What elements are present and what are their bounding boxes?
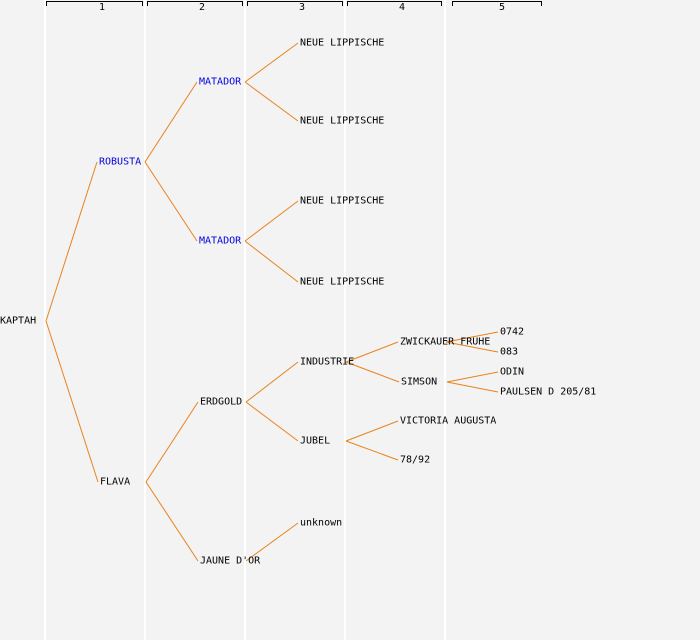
pedigree-edge <box>345 420 399 442</box>
pedigree-edge <box>446 381 499 393</box>
tree-node-jubel[interactable]: JUBEL <box>300 435 331 447</box>
generation-bracket <box>147 1 243 6</box>
generation-bracket <box>46 1 143 6</box>
pedigree-edge <box>244 200 299 242</box>
tree-node-simson[interactable]: SIMSON <box>401 376 438 388</box>
column-separator <box>344 0 346 640</box>
pedigree-edge <box>446 371 499 383</box>
tree-node-kaptah[interactable]: KAPTAH <box>0 315 37 327</box>
pedigree-edge <box>145 481 199 562</box>
pedigree-edge <box>244 42 299 83</box>
tree-node-nl1[interactable]: NEUE LIPPISCHE <box>300 37 385 49</box>
pedigree-edge <box>244 81 299 122</box>
tree-node-jaunedor[interactable]: JAUNE D'OR <box>200 555 261 567</box>
tree-node-v0742[interactable]: 0742 <box>500 326 525 338</box>
generation-bracket <box>247 1 343 6</box>
pedigree-edge <box>445 331 499 343</box>
pedigree-edge <box>144 81 198 163</box>
tree-node-unknown[interactable]: unknown <box>300 517 343 529</box>
pedigree-edge <box>445 341 499 353</box>
column-separator <box>444 0 446 640</box>
pedigree-edge <box>45 320 99 483</box>
tree-node-flava[interactable]: FLAVA <box>100 476 131 488</box>
column-separator <box>144 0 146 640</box>
tree-node-v083[interactable]: 083 <box>500 346 519 358</box>
generation-number: 5 <box>498 2 506 13</box>
tree-node-matador2[interactable]: MATADOR <box>199 235 242 247</box>
pedigree-edge <box>145 401 199 483</box>
tree-node-erdgold[interactable]: ERDGOLD <box>200 396 243 408</box>
generation-bracket <box>452 1 542 6</box>
tree-node-matador1[interactable]: MATADOR <box>199 76 242 88</box>
generation-number: 3 <box>298 2 306 13</box>
pedigree-edge <box>144 161 198 242</box>
pedigree-edge <box>345 341 399 363</box>
tree-node-v7892[interactable]: 78/92 <box>400 454 431 466</box>
tree-node-odin[interactable]: ODIN <box>500 366 525 378</box>
tree-node-zwickauer[interactable]: ZWICKAUER FRUHE <box>400 336 491 348</box>
tree-node-industrie[interactable]: INDUSTRIE <box>300 356 355 368</box>
pedigree-edge <box>244 240 299 283</box>
generation-number: 2 <box>198 2 206 13</box>
pedigree-edge <box>345 361 400 383</box>
generation-number: 4 <box>398 2 406 13</box>
pedigree-edge <box>345 440 399 461</box>
tree-node-nl3[interactable]: NEUE LIPPISCHE <box>300 195 385 207</box>
tree-node-robusta[interactable]: ROBUSTA <box>99 156 142 168</box>
column-separator <box>44 0 46 640</box>
column-separator <box>244 0 246 640</box>
pedigree-edge <box>245 522 299 562</box>
pedigree-edge <box>45 161 98 322</box>
tree-node-victoria[interactable]: VICTORIA AUGUSTA <box>400 415 497 427</box>
tree-node-nl2[interactable]: NEUE LIPPISCHE <box>300 115 385 127</box>
tree-node-paulsen[interactable]: PAULSEN D 205/81 <box>500 386 597 398</box>
generation-bracket <box>347 1 442 6</box>
pedigree-edge <box>245 361 299 403</box>
tree-node-nl4[interactable]: NEUE LIPPISCHE <box>300 276 385 288</box>
generation-number: 1 <box>98 2 106 13</box>
pedigree-edge <box>245 401 299 442</box>
